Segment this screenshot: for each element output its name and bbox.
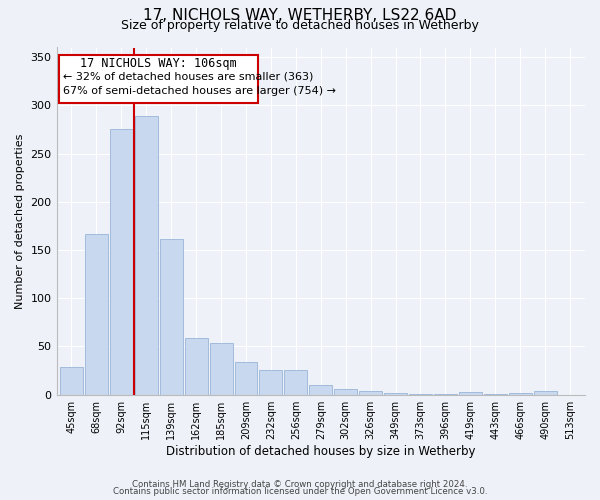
Bar [359, 391, 382, 394]
Bar [284, 370, 307, 394]
Bar [160, 240, 182, 394]
X-axis label: Distribution of detached houses by size in Wetherby: Distribution of detached houses by size … [166, 444, 476, 458]
Text: 17, NICHOLS WAY, WETHERBY, LS22 6AD: 17, NICHOLS WAY, WETHERBY, LS22 6AD [143, 8, 457, 22]
Bar [334, 389, 357, 394]
Y-axis label: Number of detached properties: Number of detached properties [15, 134, 25, 309]
Bar [110, 128, 133, 394]
Text: ← 32% of detached houses are smaller (363): ← 32% of detached houses are smaller (36… [63, 72, 313, 82]
Text: Contains public sector information licensed under the Open Government Licence v3: Contains public sector information licen… [113, 488, 487, 496]
Bar [60, 366, 83, 394]
Text: 67% of semi-detached houses are larger (754) →: 67% of semi-detached houses are larger (… [63, 86, 336, 96]
Bar [459, 392, 482, 394]
Bar [209, 342, 233, 394]
FancyBboxPatch shape [59, 55, 259, 104]
Bar [310, 385, 332, 394]
Bar [533, 391, 557, 394]
Text: 17 NICHOLS WAY: 106sqm: 17 NICHOLS WAY: 106sqm [80, 57, 237, 70]
Text: Contains HM Land Registry data © Crown copyright and database right 2024.: Contains HM Land Registry data © Crown c… [132, 480, 468, 489]
Bar [509, 393, 532, 394]
Bar [259, 370, 283, 394]
Text: Size of property relative to detached houses in Wetherby: Size of property relative to detached ho… [121, 19, 479, 32]
Bar [135, 116, 158, 394]
Bar [384, 393, 407, 394]
Bar [185, 338, 208, 394]
Bar [235, 362, 257, 394]
Bar [85, 234, 108, 394]
